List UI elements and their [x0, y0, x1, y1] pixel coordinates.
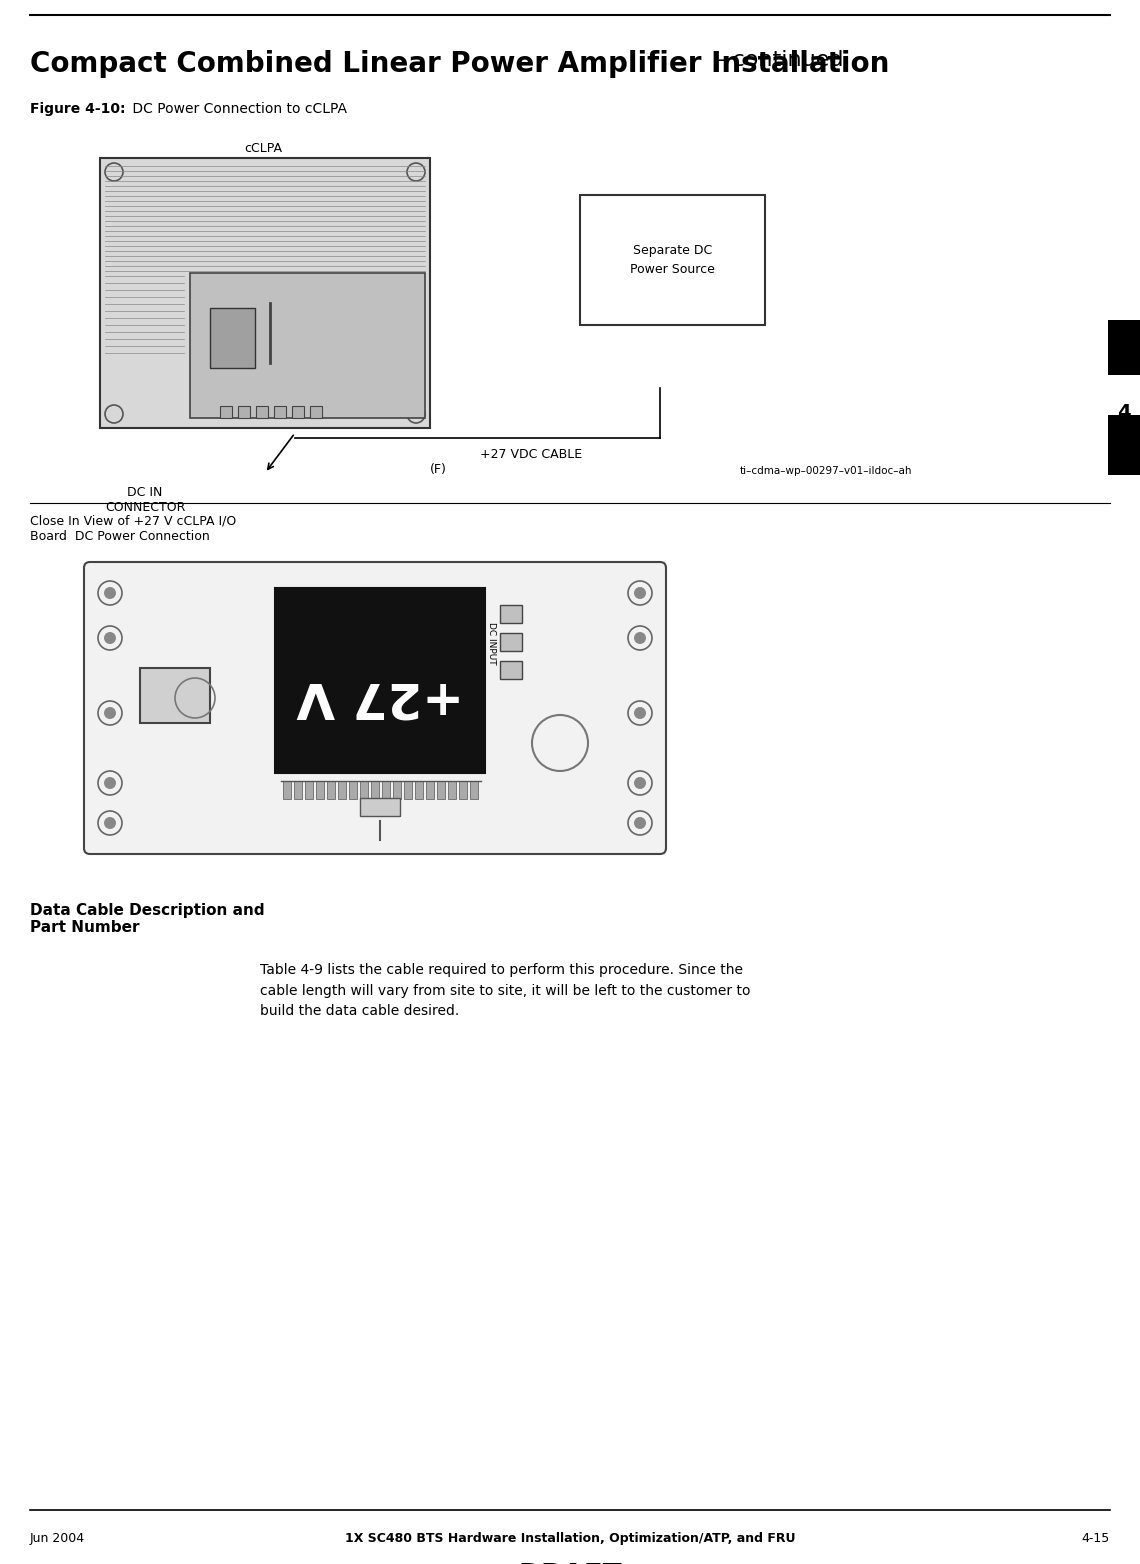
Bar	[316, 780, 324, 799]
Bar	[404, 780, 412, 799]
Text: Separate DC
Power Source: Separate DC Power Source	[630, 244, 715, 275]
Bar	[327, 780, 335, 799]
Text: 4: 4	[1117, 404, 1131, 422]
Bar	[459, 780, 467, 799]
Circle shape	[634, 816, 646, 829]
Bar	[294, 780, 302, 799]
Circle shape	[104, 777, 116, 788]
Bar	[238, 407, 250, 418]
Bar	[337, 780, 347, 799]
Bar	[274, 407, 286, 418]
Bar	[580, 196, 765, 325]
Circle shape	[104, 707, 116, 719]
Bar	[370, 780, 378, 799]
Text: DC INPUT: DC INPUT	[487, 621, 496, 665]
Text: Close In View of +27 V cCLPA I/O
Board  DC Power Connection: Close In View of +27 V cCLPA I/O Board D…	[30, 515, 236, 543]
Text: Jun 2004: Jun 2004	[30, 1533, 86, 1545]
FancyBboxPatch shape	[84, 561, 666, 854]
Bar	[306, 780, 314, 799]
Text: Figure 4-10:: Figure 4-10:	[30, 102, 125, 116]
Text: Data Cable Description and
Part Number: Data Cable Description and Part Number	[30, 902, 264, 935]
Bar	[500, 605, 522, 622]
Bar	[415, 780, 423, 799]
Text: DRAFT: DRAFT	[519, 1562, 621, 1564]
Bar	[275, 588, 484, 773]
Bar	[349, 780, 357, 799]
Bar	[500, 662, 522, 679]
Circle shape	[634, 632, 646, 644]
Bar	[1108, 414, 1140, 475]
Text: Compact Combined Linear Power Amplifier Installation: Compact Combined Linear Power Amplifier …	[30, 50, 889, 78]
Bar	[437, 780, 445, 799]
Bar	[470, 780, 478, 799]
Text: – continued: – continued	[707, 50, 844, 70]
Text: (F): (F)	[430, 463, 447, 475]
Bar	[210, 308, 255, 368]
Bar	[190, 274, 425, 418]
Bar	[360, 780, 368, 799]
Circle shape	[104, 586, 116, 599]
Bar	[283, 780, 291, 799]
Circle shape	[634, 586, 646, 599]
Bar	[360, 798, 400, 816]
Text: Table 4-9 lists the cable required to perform this procedure. Since the
cable le: Table 4-9 lists the cable required to pe…	[260, 963, 750, 1018]
Bar	[310, 407, 321, 418]
Bar	[426, 780, 434, 799]
Text: DC Power Connection to cCLPA: DC Power Connection to cCLPA	[128, 102, 347, 116]
Text: DC IN
CONNECTOR: DC IN CONNECTOR	[105, 486, 185, 515]
Text: cCLPA: cCLPA	[244, 142, 282, 155]
Text: 4-15: 4-15	[1082, 1533, 1110, 1545]
Text: ti–cdma–wp–00297–v01–ildoc–ah: ti–cdma–wp–00297–v01–ildoc–ah	[740, 466, 912, 475]
Bar	[448, 780, 456, 799]
Bar	[1108, 321, 1140, 375]
Bar	[220, 407, 233, 418]
Circle shape	[634, 777, 646, 788]
Bar	[382, 780, 390, 799]
Bar	[100, 158, 430, 429]
Text: 1X SC480 BTS Hardware Installation, Optimization/ATP, and FRU: 1X SC480 BTS Hardware Installation, Opti…	[344, 1533, 796, 1545]
Bar	[292, 407, 304, 418]
Text: +27 V: +27 V	[296, 671, 464, 719]
Bar	[140, 668, 210, 723]
Circle shape	[104, 816, 116, 829]
Circle shape	[634, 707, 646, 719]
Bar	[256, 407, 268, 418]
Text: +27 VDC CABLE: +27 VDC CABLE	[480, 447, 583, 461]
Circle shape	[104, 632, 116, 644]
Bar	[393, 780, 401, 799]
Bar	[500, 633, 522, 651]
